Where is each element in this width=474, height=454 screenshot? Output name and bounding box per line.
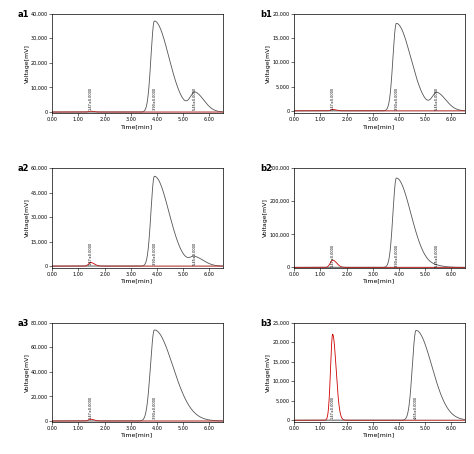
X-axis label: Time[min]: Time[min]: [363, 433, 395, 438]
Text: 3.90±0.0000: 3.90±0.0000: [152, 396, 156, 419]
Y-axis label: Voltage[mV]: Voltage[mV]: [25, 44, 29, 83]
X-axis label: Time[min]: Time[min]: [121, 124, 154, 129]
Text: 1.47±0.0000: 1.47±0.0000: [331, 244, 335, 267]
Y-axis label: Voltage[mV]: Voltage[mV]: [266, 353, 272, 392]
X-axis label: Time[min]: Time[min]: [121, 278, 154, 283]
Text: 3.90±0.0000: 3.90±0.0000: [394, 244, 398, 267]
Text: a3: a3: [18, 319, 29, 328]
Text: 1.47±0.0000: 1.47±0.0000: [331, 396, 335, 419]
Text: 3.90±0.0000: 3.90±0.0000: [394, 87, 398, 110]
Text: 5.45±0.0000: 5.45±0.0000: [435, 244, 439, 267]
Text: 4.65±0.0000: 4.65±0.0000: [414, 396, 418, 419]
Y-axis label: Voltage[mV]: Voltage[mV]: [25, 198, 29, 237]
Text: 5.45±0.0000: 5.45±0.0000: [193, 87, 197, 110]
Text: a2: a2: [18, 164, 29, 173]
Text: 1.47±0.0000: 1.47±0.0000: [89, 87, 93, 110]
Text: 5.45±0.0000: 5.45±0.0000: [435, 87, 439, 110]
X-axis label: Time[min]: Time[min]: [363, 124, 395, 129]
X-axis label: Time[min]: Time[min]: [121, 433, 154, 438]
Y-axis label: Voltage[mV]: Voltage[mV]: [266, 44, 272, 83]
Text: 1.47±0.0000: 1.47±0.0000: [89, 242, 93, 265]
Text: b1: b1: [260, 10, 272, 19]
Text: 5.45±0.0000: 5.45±0.0000: [193, 242, 197, 265]
Text: 3.90±0.0000: 3.90±0.0000: [152, 87, 156, 110]
Text: a1: a1: [18, 10, 29, 19]
Text: b2: b2: [260, 164, 272, 173]
Text: b3: b3: [260, 319, 272, 328]
Text: 1.47±0.0000: 1.47±0.0000: [89, 396, 93, 419]
Y-axis label: Voltage[mV]: Voltage[mV]: [264, 198, 268, 237]
Text: 3.90±0.0000: 3.90±0.0000: [152, 242, 156, 265]
Y-axis label: Voltage[mV]: Voltage[mV]: [25, 353, 29, 392]
Text: 1.47±0.0000: 1.47±0.0000: [331, 87, 335, 110]
X-axis label: Time[min]: Time[min]: [363, 278, 395, 283]
